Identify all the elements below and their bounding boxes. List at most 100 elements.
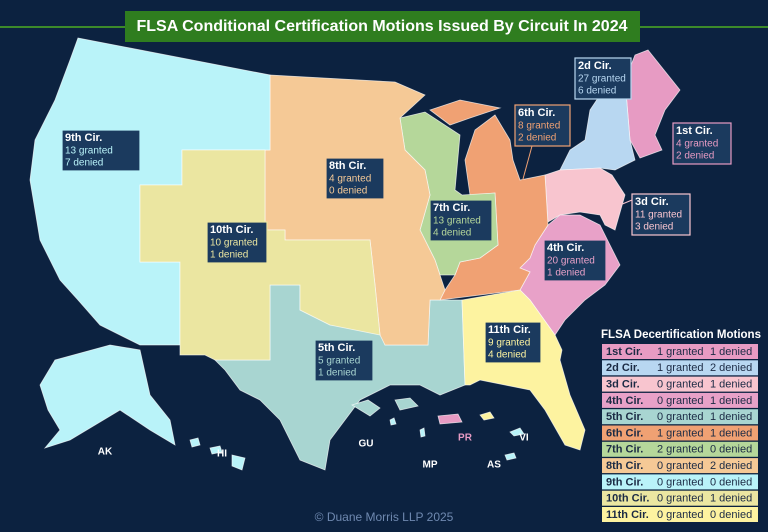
row-denied: 1 denied	[710, 395, 752, 407]
table-row	[602, 376, 758, 392]
row-denied: 0 denied	[710, 509, 752, 521]
granted-count: 8 granted	[518, 121, 560, 132]
row-circuit: 8th Cir.	[606, 460, 643, 472]
circuit-box	[325, 157, 385, 200]
circuit-region	[479, 411, 495, 421]
denied-count: 7 denied	[65, 158, 103, 169]
granted-count: 4 granted	[676, 139, 718, 150]
row-denied: 1 denied	[710, 427, 752, 439]
circuit-box	[514, 104, 571, 147]
circuit-name: 8th Cir.	[329, 160, 366, 172]
row-granted: 0 granted	[657, 476, 703, 488]
row-circuit: 4th Cir.	[606, 395, 643, 407]
circuit-box	[672, 122, 732, 165]
granted-count: 4 granted	[329, 174, 371, 185]
territory-label: VI	[519, 433, 529, 444]
circuit-name: 5th Cir.	[318, 342, 355, 354]
circuit-box	[314, 339, 374, 382]
circuit-region	[231, 454, 246, 471]
territory-shape	[509, 427, 525, 437]
row-circuit: 7th Cir.	[606, 444, 643, 456]
row-circuit: 3d Cir.	[606, 379, 640, 391]
row-granted: 0 granted	[657, 395, 703, 407]
territory-shape	[504, 452, 517, 461]
circuit-region	[189, 437, 201, 448]
row-granted: 1 granted	[657, 346, 703, 358]
circuit-region	[351, 399, 381, 417]
territory-label: PR	[458, 433, 473, 444]
circuit-name: 7th Cir.	[433, 202, 470, 214]
table-row	[602, 392, 758, 408]
territory-labels: AK HI GU MP PR AS VI	[98, 433, 529, 471]
row-granted: 1 granted	[657, 362, 703, 374]
territory-label: AS	[487, 460, 501, 471]
title-box	[125, 11, 640, 42]
circuit-box	[61, 129, 141, 172]
footer: © Duane Morris LLP 2025	[315, 510, 454, 524]
row-circuit: 11th Cir.	[606, 509, 649, 521]
circuit-region	[39, 344, 176, 449]
circuit-box	[631, 193, 691, 236]
denied-count: 2 denied	[676, 151, 714, 162]
row-denied: 1 denied	[710, 411, 752, 423]
circuit-box	[574, 57, 632, 100]
denied-count: 1 denied	[547, 268, 585, 279]
title: FLSA Conditional Certification Motions I…	[136, 18, 627, 35]
table-title: FLSA Decertification Motions	[601, 329, 761, 341]
table-row	[602, 458, 758, 474]
row-granted: 2 granted	[657, 444, 703, 456]
decertification-table: FLSA Decertification Motions 1st Cir. 1 gr…	[601, 329, 761, 522]
circuit-name: 2d Cir.	[578, 60, 612, 72]
denied-count: 2 denied	[518, 133, 556, 144]
table-row	[602, 474, 758, 490]
granted-count: 13 granted	[433, 216, 481, 227]
table-row	[602, 507, 758, 522]
denied-count: 4 denied	[488, 350, 526, 361]
circuit-name: 1st Cir.	[676, 125, 713, 137]
row-denied: 1 denied	[710, 346, 752, 358]
row-granted: 0 granted	[657, 509, 703, 521]
row-granted: 0 granted	[657, 460, 703, 472]
row-circuit: 6th Cir.	[606, 427, 643, 439]
row-circuit: 1st Cir.	[606, 346, 643, 358]
granted-count: 27 granted	[578, 74, 626, 85]
denied-count: 3 denied	[635, 222, 673, 233]
denied-count: 1 denied	[318, 368, 356, 379]
territory-label: GU	[359, 439, 374, 450]
circuit-name: 11th Cir.	[488, 324, 531, 336]
territory-label: AK	[98, 447, 113, 458]
circuit-name: 6th Cir.	[518, 107, 555, 119]
row-circuit: 9th Cir.	[606, 476, 643, 488]
territory-shape	[389, 417, 397, 426]
circuit-region	[209, 445, 223, 455]
row-denied: 1 denied	[710, 493, 752, 505]
table-row	[602, 490, 758, 506]
row-denied: 0 denied	[710, 444, 752, 456]
table-row	[602, 425, 758, 441]
row-granted: 0 granted	[657, 411, 703, 423]
circuit-box	[484, 321, 542, 364]
circuit-box	[429, 199, 493, 242]
row-granted: 0 granted	[657, 379, 703, 391]
circuit-name: 9th Cir.	[65, 132, 102, 144]
row-granted: 0 granted	[657, 493, 703, 505]
circuit-region	[624, 49, 681, 159]
granted-count: 13 granted	[65, 146, 113, 157]
territory-shape	[419, 427, 426, 438]
circuit-name: 10th Cir.	[210, 224, 253, 236]
territory-label: HI	[217, 449, 227, 460]
granted-count: 9 granted	[488, 338, 530, 349]
leader-line	[519, 145, 533, 191]
leader-line	[619, 199, 633, 206]
row-denied: 2 denied	[710, 460, 752, 472]
row-denied: 0 denied	[710, 476, 752, 488]
circuit-name: 3d Cir.	[635, 196, 669, 208]
circuit-region	[429, 99, 502, 126]
table-row	[602, 360, 758, 376]
row-circuit: 10th Cir.	[606, 493, 649, 505]
table-row	[602, 441, 758, 457]
granted-count: 11 granted	[635, 210, 682, 221]
row-denied: 1 denied	[710, 379, 752, 391]
